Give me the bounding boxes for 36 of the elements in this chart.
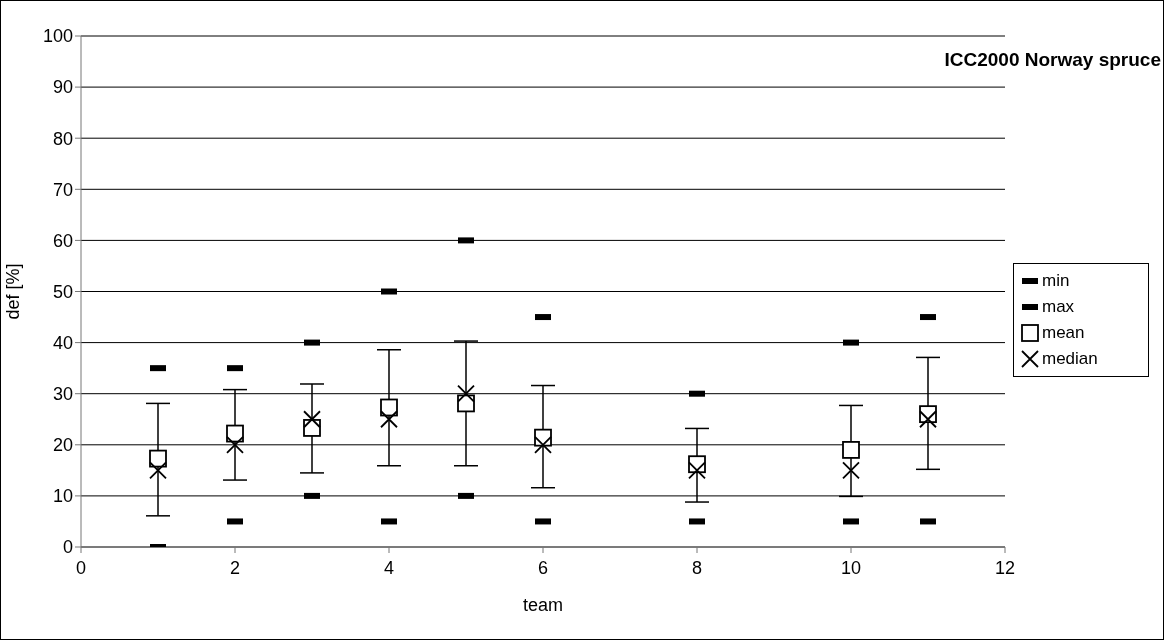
point — [919, 410, 937, 429]
x-tick-label: 0 — [75, 557, 87, 578]
y-tick-label: 80 — [52, 128, 73, 149]
point — [842, 441, 860, 459]
x-tick-label: 10 — [840, 557, 862, 578]
point — [842, 461, 860, 480]
y-tick-label: 0 — [62, 537, 73, 558]
x-tick-label: 12 — [994, 557, 1016, 578]
y-tick-label: 10 — [52, 486, 73, 507]
legend-label: median — [1042, 349, 1098, 369]
point — [303, 410, 321, 429]
text: ICC2000 Norway spruce — [944, 49, 1161, 71]
point — [226, 435, 244, 454]
y-axis-title: def [%] — [3, 263, 24, 320]
y-tick-label: 50 — [52, 281, 73, 302]
x-axis-title: team — [522, 595, 564, 615]
x-tick-label: 8 — [691, 557, 703, 578]
point — [457, 384, 475, 403]
y-tick-label: 70 — [52, 179, 73, 200]
x-tick-label: 2 — [229, 557, 241, 578]
legend-label: max — [1042, 297, 1075, 317]
point — [688, 461, 706, 480]
point — [380, 410, 398, 429]
point — [149, 461, 167, 480]
y-tick-label: 60 — [52, 230, 73, 251]
point — [149, 449, 167, 468]
point — [534, 435, 552, 454]
y-tick-label: 100 — [42, 26, 73, 47]
y-tick-label: 30 — [52, 384, 73, 405]
x-tick-label: 6 — [537, 557, 549, 578]
legend-label: mean — [1042, 323, 1085, 343]
y-tick-label: 40 — [52, 332, 73, 353]
x-tick-label: 4 — [383, 557, 395, 578]
y-tick-label: 90 — [52, 77, 73, 98]
y-tick-label: 20 — [52, 435, 73, 456]
legend-label: min — [1042, 271, 1070, 291]
